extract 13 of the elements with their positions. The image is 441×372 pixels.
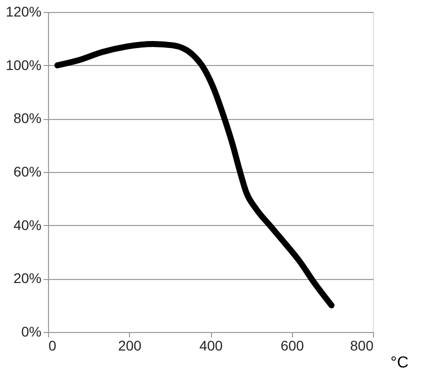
x-tick-label: 200 — [118, 338, 142, 354]
y-tick-label: 20% — [13, 270, 42, 286]
x-axis-title: °C — [390, 354, 408, 372]
y-tick-label: 0% — [21, 324, 42, 340]
y-tick-label: 40% — [13, 216, 42, 233]
x-tick-label: 800 — [350, 338, 374, 354]
y-tick-label: 80% — [13, 110, 42, 126]
x-tick-label: 0 — [48, 338, 56, 354]
x-tick-label: 400 — [199, 338, 223, 354]
y-tick-label: 120% — [6, 4, 42, 20]
x-tick-label: 600 — [280, 338, 304, 354]
y-tick-label: 60% — [13, 164, 42, 180]
y-tick-label: 100% — [6, 56, 42, 73]
